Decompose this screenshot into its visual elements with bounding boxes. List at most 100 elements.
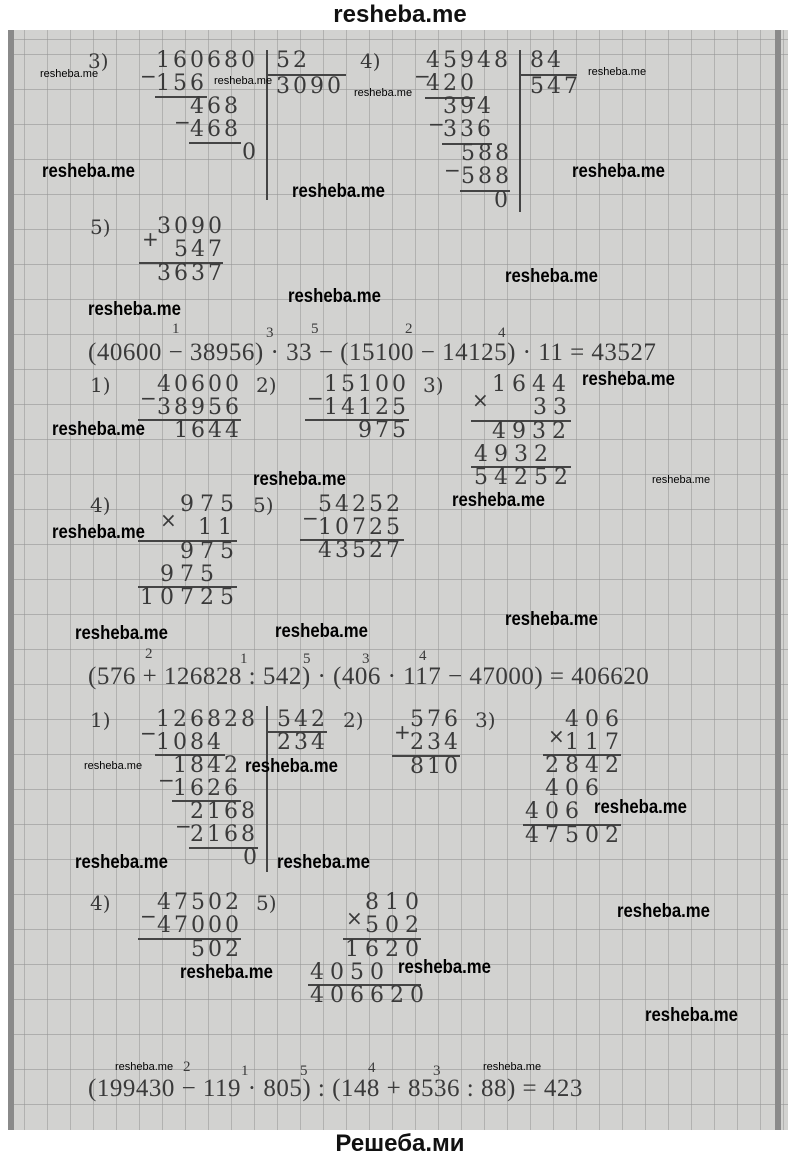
watermark-small: resheba.me xyxy=(40,68,99,80)
step-label: 1) xyxy=(90,373,111,397)
plus-sign: + xyxy=(142,227,159,251)
rule xyxy=(138,938,241,940)
rule xyxy=(266,74,346,76)
rule xyxy=(543,754,621,756)
step-label: 2) xyxy=(256,373,277,397)
watermark: resheba.me xyxy=(52,522,145,543)
quotient: 3090 xyxy=(276,74,344,99)
watermark: resheba.me xyxy=(42,161,135,182)
rule xyxy=(519,74,577,76)
watermark: resheba.me xyxy=(275,621,368,642)
step-label: 1) xyxy=(90,708,111,732)
watermark: resheba.me xyxy=(505,609,598,630)
partial-product: 4932 xyxy=(474,442,554,467)
sum: 810 xyxy=(410,754,461,779)
division-bar xyxy=(266,706,268,872)
rule xyxy=(442,143,492,145)
times-sign: × xyxy=(346,906,363,930)
minus-sign: − xyxy=(414,64,431,88)
watermark: resheba.me xyxy=(582,369,675,390)
partial-product: 975 xyxy=(180,539,240,564)
multiplicand: 810 xyxy=(365,890,425,915)
product: 54252 xyxy=(474,465,574,490)
addend: 576 xyxy=(410,707,461,732)
watermark: resheba.me xyxy=(398,957,491,978)
rule xyxy=(425,97,475,99)
rule xyxy=(189,847,258,849)
partial-product: 4050 xyxy=(310,960,390,985)
minuend: 15100 xyxy=(324,372,409,397)
expression: (199430 − 119 · 805) : (148 + 8536 : 88)… xyxy=(88,1075,583,1102)
step-label: 4) xyxy=(90,493,111,517)
remainder: 0 xyxy=(243,845,260,870)
partial-product: 975 xyxy=(160,562,220,587)
minus-sign: − xyxy=(140,386,157,410)
expression: (576 + 126828 : 542) · (406 · 117 − 4700… xyxy=(88,663,650,690)
subtrahend: 588 xyxy=(461,164,512,189)
order-mark: 1 xyxy=(241,1063,249,1079)
watermark: resheba.me xyxy=(75,623,168,644)
minus-sign: − xyxy=(140,904,157,928)
remainder: 2168 xyxy=(190,799,258,824)
expression: (40600 − 38956) · 33 − (15100 − 14125) ·… xyxy=(88,339,657,366)
order-mark: 1 xyxy=(240,651,248,667)
rule xyxy=(155,96,207,98)
minus-sign: − xyxy=(140,64,157,88)
remainder: 1842 xyxy=(173,753,241,778)
partial-product: 1620 xyxy=(345,937,425,962)
watermark: resheba.me xyxy=(52,419,145,440)
watermark-small: resheba.me xyxy=(84,760,143,772)
order-mark: 5 xyxy=(300,1063,308,1079)
remainder: 0 xyxy=(494,188,511,213)
quotient: 234 xyxy=(277,730,328,755)
addend: 3090 xyxy=(157,214,225,239)
divisor: 84 xyxy=(530,48,564,73)
remainder: 588 xyxy=(461,141,512,166)
rule xyxy=(392,755,460,757)
watermark: resheba.me xyxy=(594,797,687,818)
watermark: resheba.me xyxy=(288,286,381,307)
partial-product: 406 xyxy=(525,799,585,824)
order-mark: 4 xyxy=(368,1060,376,1076)
multiplier: 502 xyxy=(365,913,425,938)
step-label: 3) xyxy=(423,373,444,397)
watermark: resheba.me xyxy=(292,181,385,202)
watermark-small: resheba.me xyxy=(214,75,273,87)
division-bar xyxy=(266,50,268,200)
sum: 3637 xyxy=(157,261,225,286)
dividend: 45948 xyxy=(426,48,511,73)
subtrahend: 420 xyxy=(426,71,477,96)
watermark: resheba.me xyxy=(88,299,181,320)
rule xyxy=(138,419,241,421)
watermark-small: resheba.me xyxy=(354,87,413,99)
watermark: resheba.me xyxy=(617,901,710,922)
rule xyxy=(138,586,237,588)
step-label: 4) xyxy=(90,891,111,915)
minus-sign: − xyxy=(140,721,157,745)
subtrahend: 336 xyxy=(443,117,494,142)
step-label: 5) xyxy=(256,891,277,915)
watermark: resheba.me xyxy=(253,469,346,490)
subtrahend: 47000 xyxy=(157,913,242,938)
subtrahend: 468 xyxy=(190,117,241,142)
order-mark: 4 xyxy=(419,648,427,664)
watermark: resheba.me xyxy=(245,756,338,777)
minus-sign: − xyxy=(444,158,461,182)
addend: 234 xyxy=(410,730,461,755)
multiplier: 33 xyxy=(533,395,573,420)
minus-sign: − xyxy=(175,814,192,838)
minus-sign: − xyxy=(158,768,175,792)
order-mark: 3 xyxy=(266,325,274,341)
multiplicand: 1644 xyxy=(492,372,572,397)
order-mark: 1 xyxy=(172,321,180,337)
minus-sign: − xyxy=(174,110,191,134)
rule xyxy=(138,540,237,542)
subtrahend: 1084 xyxy=(156,730,224,755)
dividend: 126828 xyxy=(156,707,258,732)
watermark-small: resheba.me xyxy=(115,1061,174,1073)
subtrahend: 1626 xyxy=(173,776,241,801)
minuend: 54252 xyxy=(318,492,403,517)
difference: 975 xyxy=(358,418,409,443)
order-mark: 3 xyxy=(433,1063,441,1079)
partial-product: 2842 xyxy=(545,753,625,778)
